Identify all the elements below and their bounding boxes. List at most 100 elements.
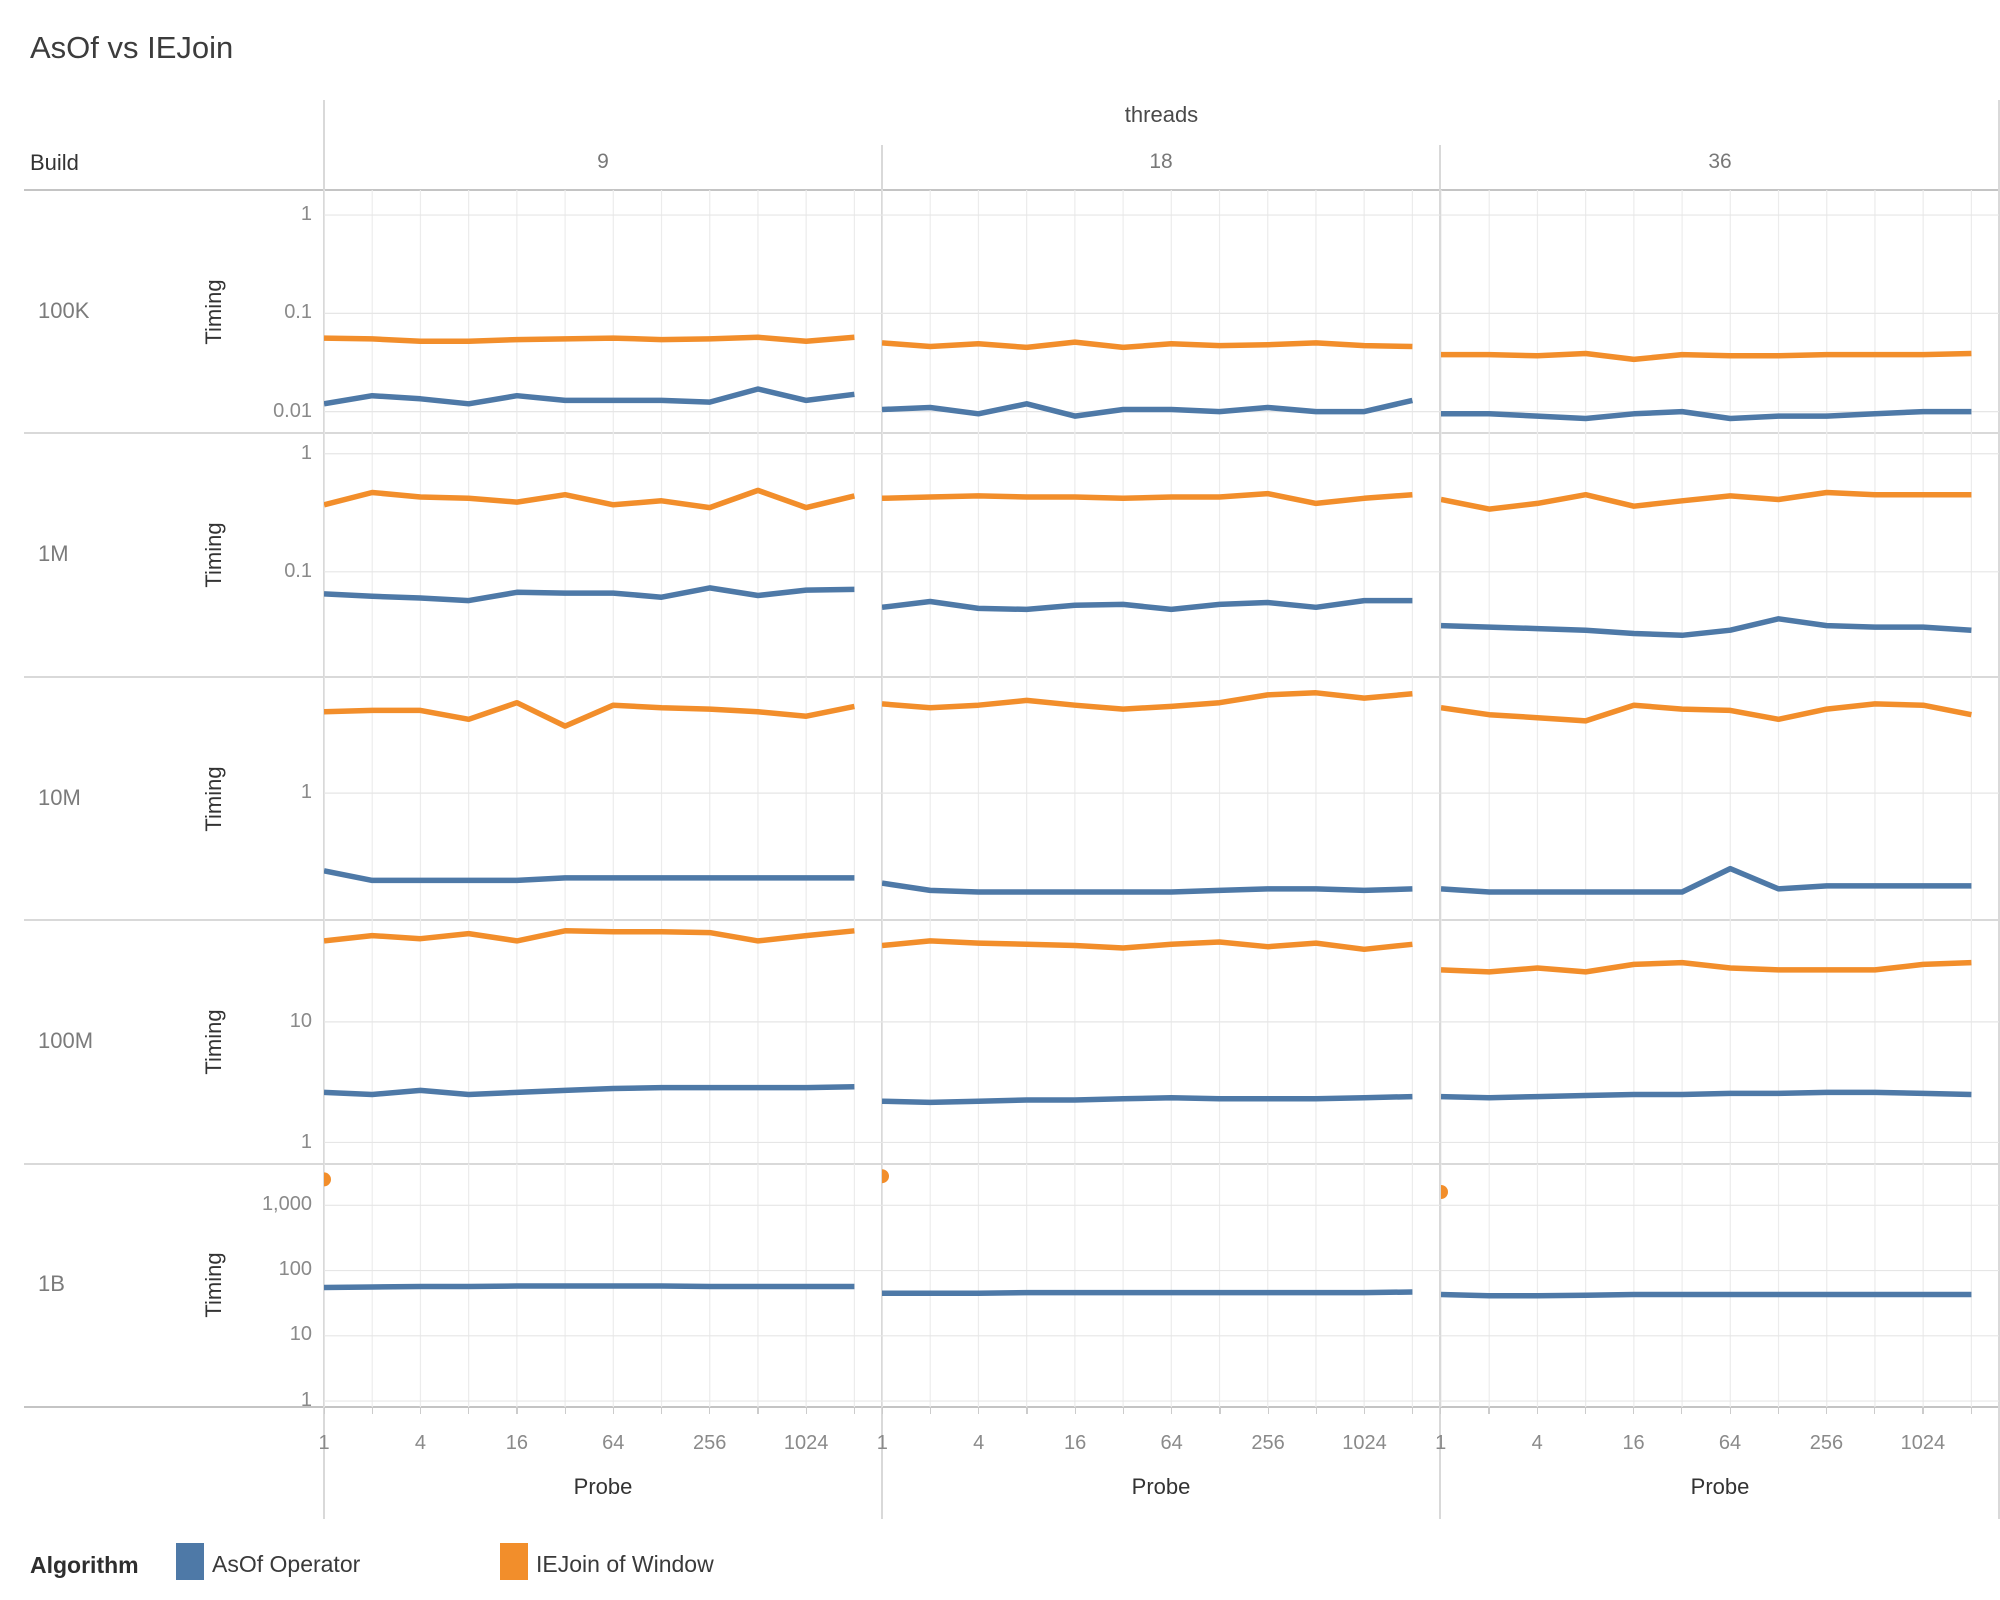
x-tick-mark: [853, 1407, 856, 1414]
x-tick-mark: [1825, 1407, 1828, 1414]
line-asof-operator[interactable]: [324, 386, 855, 407]
x-axis-title: Probe: [573, 1474, 633, 1499]
x-tick-mark: [805, 1407, 807, 1414]
panel-1B-9t: [324, 1163, 883, 1407]
line-asof-operator[interactable]: [1440, 865, 1972, 895]
x-tick-mark: [564, 1407, 566, 1414]
y-tick-label: 1: [300, 1388, 312, 1411]
line-asof-operator[interactable]: [1440, 1089, 1972, 1101]
line-iejoin-of-window[interactable]: [882, 689, 1413, 712]
x-tick-label: 256: [693, 1432, 727, 1454]
x-tick-mark: [419, 1407, 422, 1414]
line-asof-operator[interactable]: [882, 1094, 1413, 1106]
panel-10M-9t: [324, 676, 883, 921]
panel-1M-9t: [324, 433, 883, 677]
line-iejoin-of-window[interactable]: [1440, 700, 1972, 724]
x-tick-mark: [1219, 1407, 1221, 1414]
panel-divider: [1439, 190, 1441, 1519]
y-tick-label: 1: [300, 780, 312, 803]
y-tick-label: 10: [289, 1323, 312, 1346]
line-iejoin-of-window[interactable]: [882, 938, 1413, 953]
point-iejoin-of-window[interactable]: [1440, 1184, 1448, 1199]
x-tick-mark: [1777, 1407, 1779, 1414]
panel-100K-18t: [882, 190, 1441, 434]
legend-swatch-asof-operator[interactable]: [176, 1543, 204, 1580]
x-tick-mark: [1488, 1407, 1490, 1414]
line-asof-operator[interactable]: [882, 880, 1413, 895]
header-divider: [881, 145, 883, 190]
panel-1M-18t: [882, 433, 1441, 677]
line-iejoin-of-window[interactable]: [1440, 960, 1972, 975]
line-iejoin-of-window[interactable]: [1440, 350, 1972, 363]
legend-label-asof-operator[interactable]: AsOf Operator: [212, 1551, 361, 1577]
x-tick-mark: [1412, 1407, 1414, 1414]
row-separator: [24, 675, 2000, 678]
y-tick-label: 10: [289, 1010, 312, 1033]
line-iejoin-of-window[interactable]: [882, 491, 1413, 507]
row-label-100M: 100M: [38, 1027, 94, 1053]
line-iejoin-of-window[interactable]: [324, 488, 856, 511]
legend-label-iejoin-of-window[interactable]: IEJoin of Window: [536, 1551, 714, 1577]
column-header-18: 18: [1149, 150, 1173, 173]
header-divider: [1998, 100, 2000, 190]
panel-100M-36t: [1440, 920, 1999, 1164]
panel-100K-9t: [324, 190, 883, 434]
line-asof-operator[interactable]: [1440, 616, 1972, 639]
line-iejoin-of-window[interactable]: [1440, 490, 1972, 513]
line-asof-operator[interactable]: [324, 1084, 855, 1098]
x-tick-label: 16: [1622, 1432, 1645, 1454]
line-asof-operator[interactable]: [1440, 408, 1972, 422]
x-tick-label: 4: [414, 1432, 426, 1454]
panel-100K-36t: [1440, 190, 1999, 434]
panel-1M-36t: [1440, 433, 1999, 677]
x-tick-mark: [1074, 1407, 1076, 1414]
x-tick-mark: [516, 1407, 518, 1414]
y-tick-label: 1: [300, 1130, 312, 1153]
panel-100M-9t: [324, 920, 883, 1164]
line-asof-operator[interactable]: [882, 598, 1413, 613]
row-label-1B: 1B: [38, 1271, 65, 1297]
row-separator: [24, 1162, 2000, 1165]
x-tick-mark: [1584, 1407, 1587, 1414]
line-iejoin-of-window[interactable]: [882, 339, 1413, 351]
line-asof-operator[interactable]: [1440, 1291, 1972, 1299]
legend-swatch-iejoin-of-window[interactable]: [500, 1543, 528, 1580]
y-axis-title: Timing: [201, 765, 226, 832]
y-tick-label: 0.1: [284, 301, 312, 324]
row-label-10M: 10M: [38, 784, 81, 810]
line-iejoin-of-window[interactable]: [324, 699, 855, 729]
row-separator: [24, 919, 2000, 922]
row-group-header: Build: [30, 150, 79, 175]
line-iejoin-of-window[interactable]: [324, 928, 855, 944]
y-axis-title: Timing: [201, 522, 226, 588]
x-tick-mark: [1315, 1407, 1317, 1414]
x-tick-mark: [881, 1407, 883, 1414]
x-tick-label: 64: [1718, 1432, 1742, 1454]
line-asof-operator[interactable]: [324, 1282, 855, 1290]
x-tick-label: 4: [1531, 1432, 1543, 1454]
panel-1B-18t: [882, 1163, 1441, 1407]
x-axis-title: Probe: [1131, 1474, 1191, 1499]
x-tick-mark: [1267, 1407, 1269, 1414]
panel-10M-36t: [1440, 676, 1999, 921]
y-tick-label: 1: [300, 442, 312, 465]
line-iejoin-of-window[interactable]: [324, 334, 855, 344]
line-asof-operator[interactable]: [882, 397, 1414, 419]
x-tick-label: 256: [1809, 1432, 1844, 1454]
x-tick-mark: [1922, 1407, 1924, 1414]
x-tick-mark: [1363, 1407, 1366, 1414]
column-group-header: threads: [1124, 102, 1199, 127]
line-asof-operator[interactable]: [324, 867, 855, 883]
y-axis-title: Timing: [201, 279, 226, 345]
x-tick-label: 1: [876, 1432, 888, 1454]
x-tick-label: 256: [1251, 1432, 1285, 1454]
point-iejoin-of-window[interactable]: [882, 1168, 890, 1183]
line-asof-operator[interactable]: [324, 585, 855, 604]
y-axis-title: Timing: [201, 1252, 226, 1318]
line-asof-operator[interactable]: [882, 1288, 1413, 1296]
x-tick-label: 1: [318, 1432, 330, 1454]
x-tick-mark: [468, 1407, 470, 1414]
point-iejoin-of-window[interactable]: [324, 1171, 331, 1186]
x-tick-mark: [1729, 1407, 1731, 1414]
x-tick-mark: [1440, 1407, 1442, 1414]
